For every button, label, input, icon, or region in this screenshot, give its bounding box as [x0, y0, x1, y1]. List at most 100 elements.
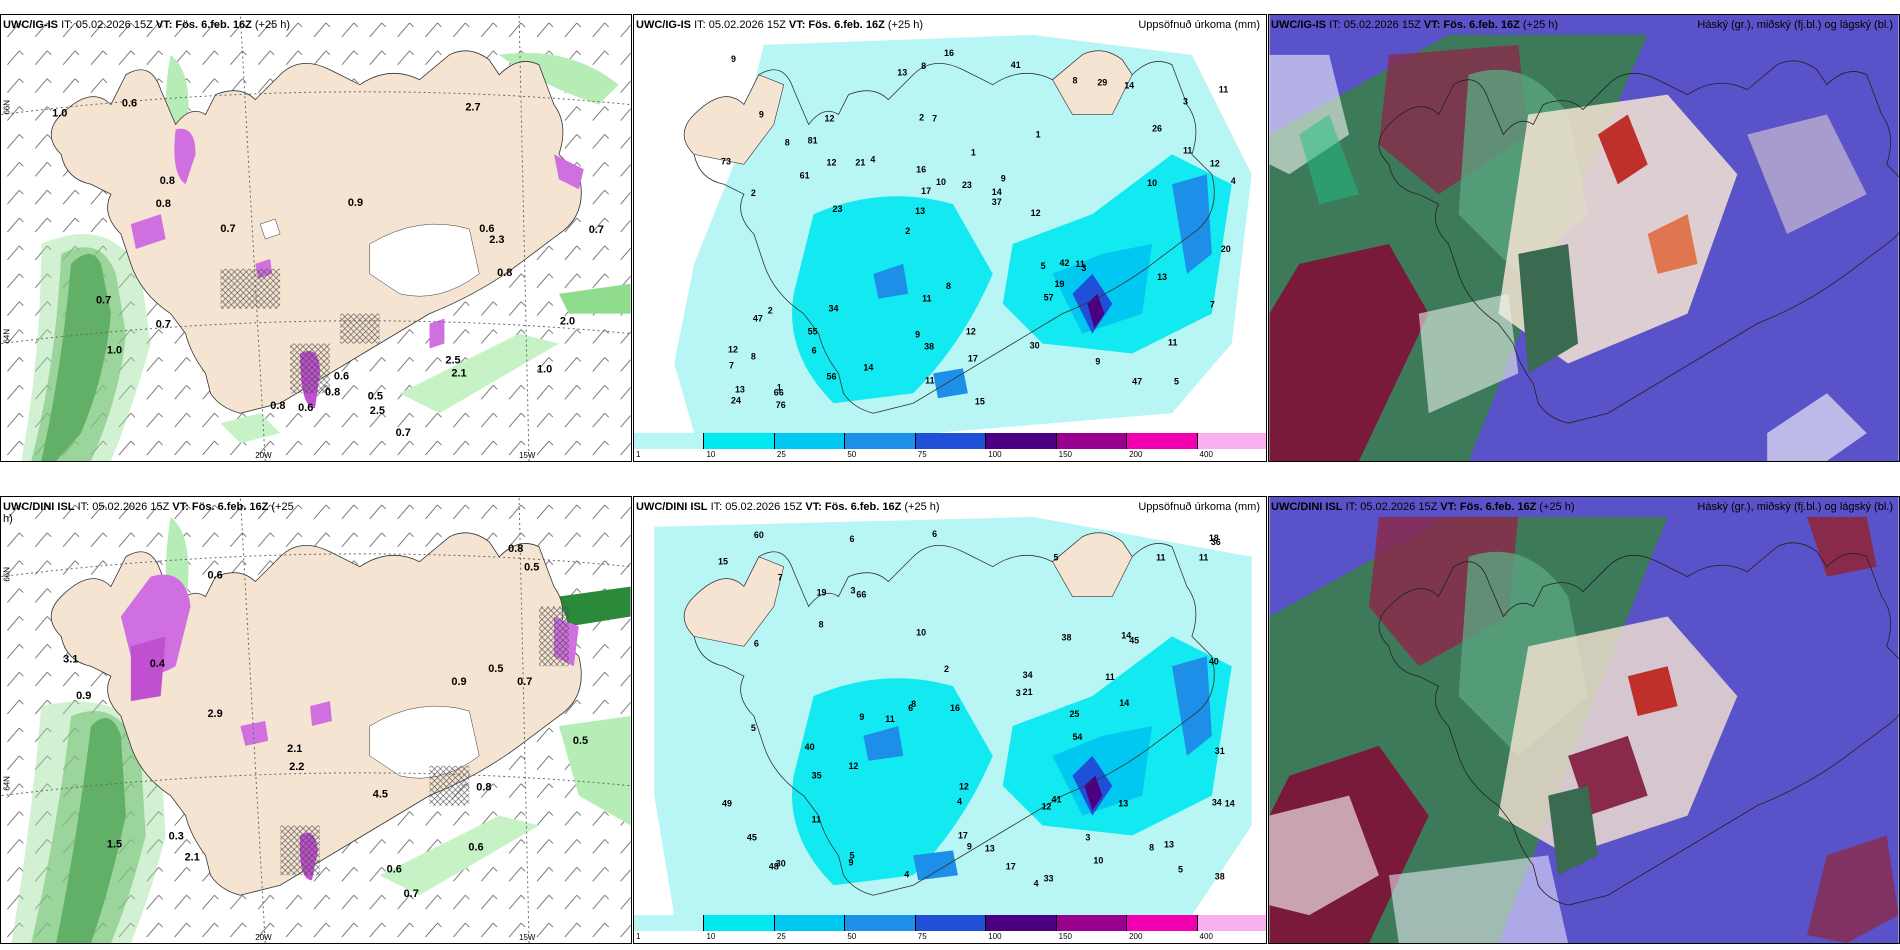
- colorbar-tick-label: 200: [1129, 932, 1143, 941]
- map-value-label: 13: [1164, 839, 1174, 849]
- map-value-label: 8: [1072, 76, 1077, 86]
- panel-right-title: Uppsöfnuð úrkoma (mm): [1138, 501, 1260, 513]
- map-value-label: 3: [1183, 97, 1188, 107]
- map-value-label: 14: [1124, 81, 1134, 91]
- map-value-label: 1.5: [107, 838, 122, 850]
- lat-label-66n: 66N: [2, 100, 11, 115]
- colorbar-segment: [986, 433, 1057, 449]
- map-value-label: 14: [1225, 799, 1235, 809]
- map-value-label: 9: [759, 110, 764, 120]
- map-value-label: 11: [1105, 672, 1114, 682]
- colorbar-tick-label: 400: [1199, 932, 1213, 941]
- map-value-label: 31: [1215, 746, 1225, 756]
- map-value-label: 5: [1178, 864, 1183, 874]
- map-value-label: 55: [808, 327, 818, 337]
- map-value-label: 11: [885, 714, 894, 724]
- wind-value-labels: 0.8 0.6 0.9 1.0 0.7 1.0 0.8 0.7 0.6 0.8 0.7 1.0 0.6 0…: [52, 98, 604, 440]
- map-value-label: 6: [932, 529, 937, 539]
- panel-right-title: Háský (gr.), miðský (fj.bl.) og lágský (…: [1697, 19, 1893, 31]
- map-value-label: 0.8: [508, 543, 523, 555]
- colorbar-tick-label: 100: [988, 932, 1002, 941]
- map-value-label: 11: [1183, 145, 1192, 155]
- colorbar-tick-label: 25: [776, 450, 786, 459]
- map-value-label: 2.5: [445, 354, 460, 366]
- map-value-label: 12: [1210, 158, 1220, 168]
- map-value-label: 0.5: [524, 562, 539, 574]
- map-value-label: 0.6: [207, 570, 222, 582]
- map-value-label: 0.4: [150, 658, 166, 670]
- precip-value-labels: 5232112124767939845111391712834471111152…: [721, 48, 1236, 410]
- map-value-label: 60: [754, 530, 764, 540]
- map-value-label: 19: [817, 588, 827, 598]
- colorbar-segment: [915, 433, 987, 449]
- map-value-label: 36: [1211, 537, 1221, 547]
- wind-map-svg: 20W 15W 66N 64N 0.8 0.6 0.9 1.0 0.7 1.0 0.8 0.7…: [1, 15, 631, 461]
- map-value-label: 6: [812, 345, 817, 355]
- map-value-label: 0.7: [156, 319, 171, 331]
- map-value-label: 8: [751, 351, 756, 361]
- precip-map-svg: 4453679561011984536911151236344845404935…: [634, 497, 1266, 943]
- map-value-label: 0.7: [589, 224, 604, 236]
- cloud-map-svg: [1269, 497, 1899, 943]
- map-value-label: 11: [925, 375, 934, 385]
- map-value-label: 5: [1041, 261, 1046, 271]
- map-value-label: 2.9: [207, 708, 222, 720]
- map-value-label: 81: [808, 135, 818, 145]
- map-value-label: 3: [850, 586, 855, 596]
- map-value-label: 20: [1221, 244, 1231, 254]
- map-value-label: 30: [776, 858, 786, 868]
- panel-cloud-dini: UWC/DINI ISL IT: 05.02.2026 15Z VT: Fös.…: [1268, 496, 1900, 944]
- map-value-label: 38: [924, 342, 934, 352]
- map-value-label: 2: [905, 226, 910, 236]
- map-value-label: 5: [751, 723, 756, 733]
- colorbar-segment: [704, 915, 775, 931]
- map-value-label: 13: [735, 384, 745, 394]
- map-value-label: 12: [825, 114, 835, 124]
- map-value-label: 8: [785, 137, 790, 147]
- map-value-label: 45: [747, 832, 757, 842]
- map-value-label: 5: [849, 850, 854, 860]
- map-value-label: 37: [992, 197, 1002, 207]
- colorbar-tick-label: 150: [1058, 450, 1073, 459]
- colorbar-tick-label: 400: [1199, 450, 1213, 459]
- map-value-label: 2: [919, 113, 924, 123]
- map-value-label: 40: [805, 742, 815, 752]
- map-value-label: 10: [916, 627, 926, 637]
- lon-label-15w: 15W: [519, 451, 536, 460]
- colorbar-segment: [774, 433, 846, 449]
- map-value-label: 6: [754, 638, 759, 648]
- map-value-label: 1.0: [537, 363, 552, 375]
- map-value-label: 17: [1006, 861, 1016, 871]
- colorbar-segment: [845, 433, 916, 449]
- map-value-label: 11: [922, 294, 931, 304]
- map-value-label: 19: [1055, 279, 1065, 289]
- map-value-label: 1: [1036, 129, 1041, 139]
- map-value-label: 38: [1215, 871, 1225, 881]
- map-value-label: 47: [1132, 376, 1142, 386]
- map-value-label: 9: [1001, 173, 1006, 183]
- wind-value-labels: 0.7 0.6 0.3 0.4 0.5 0.6 0.5 2.9 2.2 2.1 1.5 3.1 2.1 4…: [63, 543, 588, 900]
- map-value-label: 1.0: [107, 344, 122, 356]
- colorbar-segment: [774, 915, 846, 931]
- map-value-label: 10: [1093, 855, 1103, 865]
- colorbar-segment: [1197, 915, 1266, 931]
- panel-right-title: Háský (gr.), miðský (fj.bl.) og lágský (…: [1697, 501, 1893, 513]
- map-value-label: 0.9: [348, 197, 363, 209]
- colorbar-segment: [986, 915, 1057, 931]
- map-value-label: 2: [768, 306, 773, 316]
- lat-label-64n: 64N: [2, 329, 11, 344]
- colorbar-tick-label: 150: [1058, 932, 1073, 941]
- map-value-label: 10: [1147, 178, 1157, 188]
- map-value-label: 14: [992, 187, 1002, 197]
- map-value-label: 45: [1129, 635, 1139, 645]
- map-value-label: 76: [776, 400, 786, 410]
- map-value-label: 47: [753, 314, 763, 324]
- map-value-label: 0.9: [451, 676, 466, 688]
- lon-label-20w: 20W: [255, 933, 272, 942]
- map-value-label: 56: [827, 371, 837, 381]
- map-value-label: 16: [944, 48, 954, 58]
- map-value-label: 29: [1097, 78, 1107, 88]
- map-value-label: 11: [1219, 85, 1228, 95]
- colorbar-tick-label: 50: [847, 932, 857, 941]
- map-value-label: 9: [731, 54, 736, 64]
